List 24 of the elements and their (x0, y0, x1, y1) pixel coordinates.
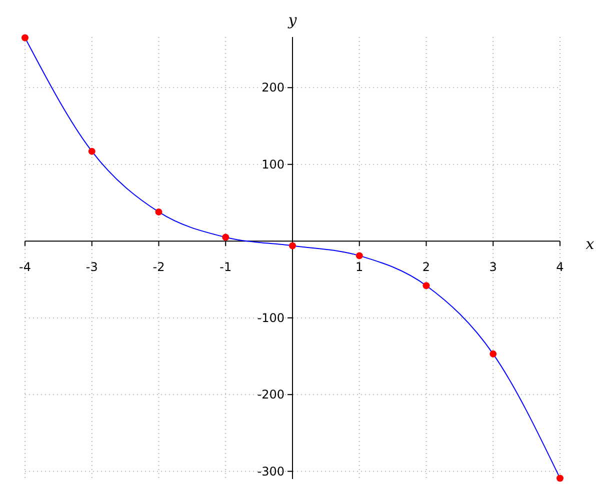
y-tick-label: -100 (257, 310, 284, 325)
y-axis-title: y (287, 11, 298, 29)
x-tick-label: 3 (489, 260, 497, 274)
x-tick-label: -4 (19, 260, 31, 274)
x-axis-title: x (586, 235, 595, 254)
x-tick-label: -3 (86, 260, 98, 274)
point (88, 148, 96, 155)
x-tick-label: -2 (152, 260, 165, 274)
y-tick-label: -300 (257, 464, 284, 478)
x-tick-label: 1 (356, 260, 364, 274)
point (422, 282, 430, 290)
y-tick-label: -200 (257, 388, 284, 402)
y-tick-label: 200 (262, 80, 284, 95)
point (356, 252, 363, 260)
point (155, 208, 162, 216)
point (22, 34, 28, 42)
x-tick-label: -1 (220, 260, 232, 274)
x-tick-label: 2 (422, 260, 430, 274)
point (556, 474, 564, 482)
y-tick-label: 100 (262, 157, 284, 172)
point (222, 234, 230, 241)
point (289, 242, 296, 250)
x-tick-label: 4 (556, 260, 564, 274)
point (490, 350, 497, 358)
